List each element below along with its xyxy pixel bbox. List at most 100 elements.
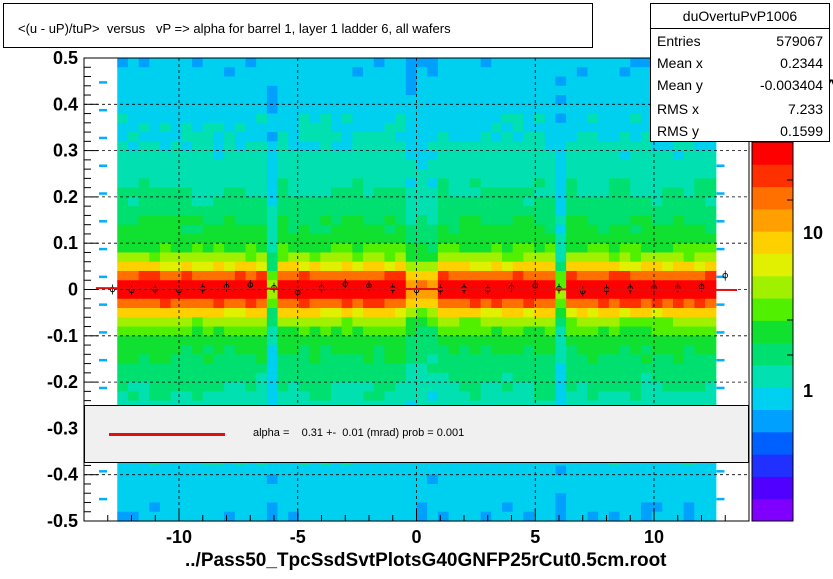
heatmap-cell <box>694 261 706 272</box>
heatmap-cell <box>352 354 364 365</box>
heatmap-cell <box>373 169 386 179</box>
heatmap-cell <box>608 502 621 513</box>
heatmap-cell <box>608 76 621 87</box>
heatmap-cell <box>587 511 599 522</box>
heatmap-cell <box>298 345 311 355</box>
heatmap-cell <box>192 354 204 365</box>
heatmap-cell <box>437 308 450 318</box>
heatmap-cell <box>662 372 674 383</box>
heatmap-cell <box>288 382 300 392</box>
heatmap-cell <box>127 493 140 504</box>
heatmap-cell <box>138 122 150 133</box>
heatmap-cell <box>619 345 631 355</box>
heatmap-cell <box>683 261 695 272</box>
heatmap-cell <box>694 169 706 179</box>
heatmap-cell <box>662 252 674 263</box>
heatmap-cell <box>127 326 140 337</box>
heatmap-cell <box>598 289 610 300</box>
heatmap-cell <box>149 252 161 263</box>
heatmap-cell <box>363 85 375 96</box>
heatmap-cell <box>427 382 439 392</box>
heatmap-cell <box>127 345 140 355</box>
heatmap-cell <box>363 483 375 494</box>
heatmap-cell <box>213 85 225 96</box>
fit-legend-line <box>109 433 225 436</box>
heatmap-cell <box>523 345 535 355</box>
heatmap-cell <box>373 224 386 235</box>
heatmap-cell <box>352 206 364 217</box>
heatmap-cell <box>192 382 204 392</box>
heatmap-cell <box>341 224 353 235</box>
heatmap-cell <box>705 196 717 207</box>
heatmap-cell <box>608 233 621 244</box>
heatmap-cell <box>331 67 343 78</box>
heatmap-cell <box>544 493 557 504</box>
heatmap-cell <box>256 298 268 309</box>
heatmap-cell <box>566 233 578 244</box>
heatmap-cell <box>395 67 407 78</box>
heatmap-cell <box>502 465 514 476</box>
heatmap-cell <box>534 206 546 217</box>
heatmap-cell <box>437 169 450 179</box>
heatmap-cell <box>459 85 471 96</box>
heatmap-cell <box>502 261 514 272</box>
heatmap-cell <box>320 493 332 504</box>
heatmap-cell <box>544 215 557 226</box>
heatmap-cell <box>598 465 610 476</box>
heatmap-cell <box>202 326 215 337</box>
heatmap-cell <box>138 308 150 318</box>
heatmap-cell <box>395 178 407 189</box>
heatmap-cell <box>202 224 215 235</box>
heatmap-cell <box>320 363 332 374</box>
heatmap-cell <box>138 345 150 355</box>
heatmap-cell <box>640 67 653 78</box>
heatmap-cell <box>619 85 631 96</box>
heatmap-cell <box>117 252 129 263</box>
heatmap-cell <box>555 363 567 374</box>
heatmap-cell <box>117 382 129 392</box>
heatmap-cell <box>448 474 460 485</box>
heatmap-cell <box>576 493 589 504</box>
heatmap-cell <box>160 261 172 272</box>
heatmap-cell <box>266 465 279 476</box>
heatmap-cell <box>256 363 268 374</box>
heatmap-cell <box>363 233 375 244</box>
heatmap-cell <box>363 159 375 170</box>
heatmap-cell <box>309 483 321 494</box>
heatmap-cell <box>138 261 150 272</box>
heatmap-cell <box>309 382 321 392</box>
heatmap-cell <box>99 497 107 501</box>
heatmap-cell <box>480 483 492 494</box>
heatmap-cell <box>683 270 695 281</box>
heatmap-cell <box>705 326 717 337</box>
heatmap-cell <box>608 132 621 142</box>
heatmap-cell <box>213 224 225 235</box>
heatmap-cell <box>160 113 172 124</box>
heatmap-cell <box>234 243 247 254</box>
heatmap-cell <box>705 354 717 365</box>
heatmap-cell <box>245 224 257 235</box>
heatmap-cell <box>512 493 524 504</box>
heatmap-cell <box>266 270 279 281</box>
heatmap-cell <box>266 196 279 207</box>
heatmap-cell <box>651 150 663 161</box>
heatmap-cell <box>502 85 514 96</box>
heatmap-cell <box>234 335 247 346</box>
heatmap-cell <box>234 502 247 513</box>
heatmap-cell <box>213 132 225 142</box>
heatmap-cell <box>619 252 631 263</box>
heatmap-cell <box>694 289 706 300</box>
heatmap-cell <box>437 382 450 392</box>
x-tick-label: 5 <box>530 527 540 547</box>
heatmap-cell <box>266 150 279 161</box>
heatmap-cell <box>149 298 161 309</box>
heatmap-cell <box>502 169 514 179</box>
heatmap-cell <box>298 159 311 170</box>
heatmap-cell <box>491 502 503 513</box>
heatmap-cell <box>640 122 653 133</box>
heatmap-cell <box>555 326 567 337</box>
heatmap-cell <box>587 122 599 133</box>
heatmap-cell <box>266 215 279 226</box>
heatmap-cell <box>705 493 717 504</box>
heatmap-cell <box>298 483 311 494</box>
